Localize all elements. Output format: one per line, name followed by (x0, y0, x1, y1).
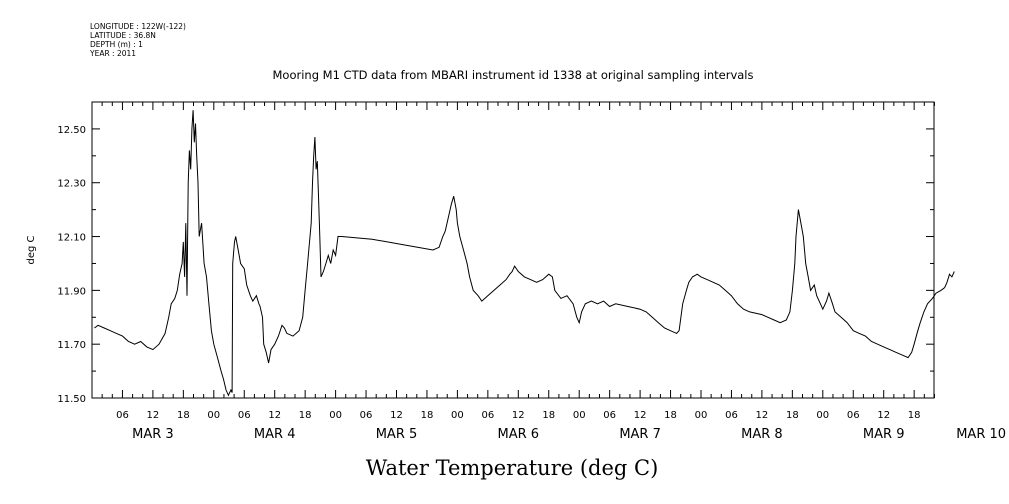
header-info: LONGITUDE : 122W(-122) LATITUDE : 36.8N … (90, 22, 186, 58)
x-tick-label: 06 (116, 410, 129, 421)
x-axis-label: Water Temperature (deg C) (366, 456, 659, 480)
x-tick-label: 12 (756, 410, 769, 421)
x-tick-label: 12 (877, 410, 890, 421)
x-tick-label: 06 (360, 410, 373, 421)
x-day-label: MAR 8 (741, 427, 783, 442)
x-tick-label: 00 (695, 410, 708, 421)
x-tick-label: 00 (816, 410, 829, 421)
x-tick-label: 00 (329, 410, 342, 421)
x-tick-label: 12 (512, 410, 525, 421)
x-tick-label: 06 (238, 410, 251, 421)
y-tick-label: 11.90 (57, 286, 86, 297)
y-tick-label: 12.50 (57, 125, 86, 136)
x-tick-label: 06 (603, 410, 616, 421)
y-tick-label: 11.50 (57, 394, 86, 405)
depth-label: DEPTH (m) : 1 (90, 40, 143, 49)
x-tick-label: 12 (147, 410, 160, 421)
x-tick-label: 18 (177, 410, 190, 421)
axis-ticks (91, 101, 935, 399)
chart-title: Mooring M1 CTD data from MBARI instrumen… (272, 68, 754, 82)
x-day-label: MAR 7 (619, 427, 661, 442)
x-day-label: MAR 9 (863, 427, 905, 442)
x-tick-label: 12 (268, 410, 281, 421)
x-tick-label: 06 (725, 410, 738, 421)
x-tick-label: 00 (573, 410, 586, 421)
x-day-label: MAR 4 (254, 427, 296, 442)
axis-labels: 06 12 18 00 06 12 18 00 06 12 18 00 06 12 18 00 06 12 18 00… (57, 125, 1006, 442)
x-day-label: MAR 5 (376, 427, 418, 442)
y-axis-label: deg C (26, 235, 37, 264)
x-tick-label: 18 (421, 410, 434, 421)
series-line (94, 110, 955, 397)
x-tick-label: 12 (390, 410, 403, 421)
x-day-label: MAR 3 (132, 427, 174, 442)
y-tick-label: 12.10 (57, 233, 86, 244)
y-tick-label: 11.70 (57, 340, 86, 351)
x-tick-label: 18 (786, 410, 799, 421)
plot-frame (91, 101, 935, 399)
x-tick-label: 12 (634, 410, 647, 421)
year-label: YEAR : 2011 (90, 49, 137, 58)
x-tick-label: 06 (847, 410, 860, 421)
x-tick-label: 00 (451, 410, 464, 421)
x-tick-label: 00 (207, 410, 220, 421)
latitude-label: LATITUDE : 36.8N (90, 31, 156, 40)
y-tick-label: 12.30 (57, 179, 86, 190)
x-tick-label: 18 (299, 410, 312, 421)
x-day-label: MAR 6 (498, 427, 540, 442)
x-tick-label: 06 (481, 410, 494, 421)
longitude-label: LONGITUDE : 122W(-122) (90, 22, 186, 31)
x-tick-label: 18 (542, 410, 555, 421)
x-tick-label: 18 (664, 410, 677, 421)
x-day-label: MAR 10 (956, 427, 1006, 442)
x-tick-label: 18 (908, 410, 921, 421)
